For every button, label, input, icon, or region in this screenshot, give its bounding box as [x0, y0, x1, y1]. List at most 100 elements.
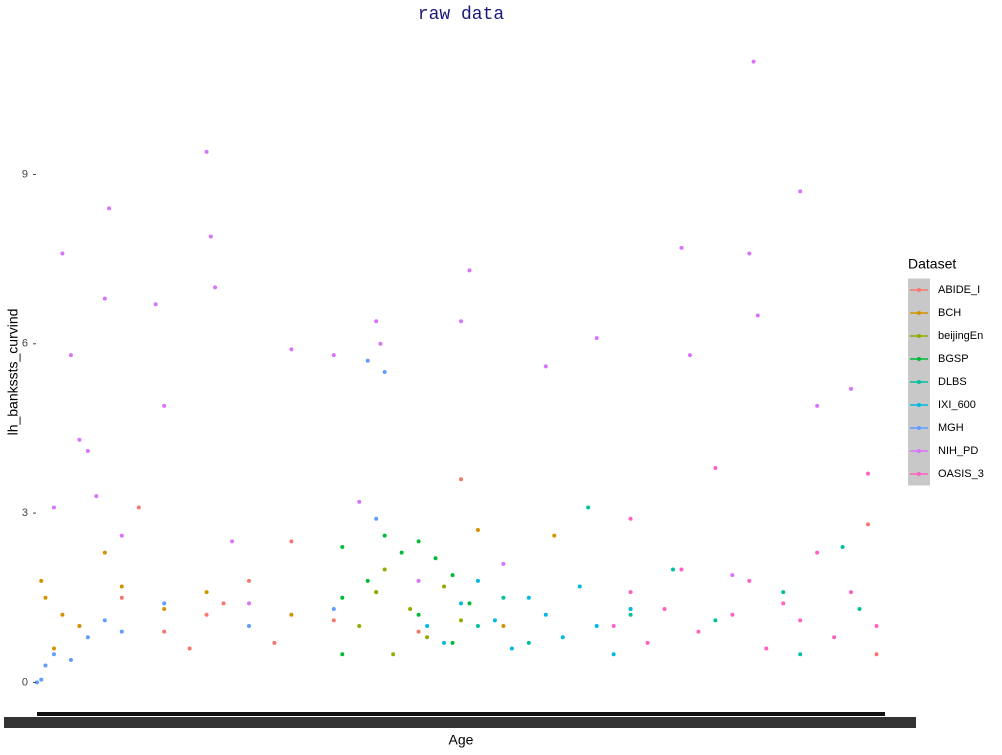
point: [543, 612, 548, 617]
point: [755, 313, 760, 318]
point: [378, 341, 383, 346]
x-tick-labels-overlap: [4, 717, 916, 728]
x-axis-title: Age: [449, 732, 474, 748]
point: [459, 319, 463, 324]
point: [399, 550, 404, 555]
point: [77, 623, 82, 628]
point: [645, 640, 650, 645]
point: [713, 618, 718, 623]
point: [391, 652, 396, 657]
point: [526, 595, 531, 600]
plot-area: [35, 59, 879, 685]
point: [416, 629, 421, 634]
point: [204, 149, 209, 154]
legend-symbol: [917, 334, 921, 338]
point: [849, 590, 854, 595]
point: [594, 623, 599, 628]
point: [450, 640, 455, 645]
legend-label: beijingEn: [938, 330, 983, 342]
y-tick-label: 0: [22, 676, 28, 688]
point: [119, 533, 124, 538]
point: [475, 528, 480, 533]
point: [416, 539, 421, 544]
point: [501, 561, 506, 566]
point: [509, 646, 514, 651]
point: [501, 623, 506, 628]
point: [475, 623, 480, 628]
point: [628, 612, 633, 617]
point: [357, 499, 362, 504]
point: [713, 465, 718, 470]
point: [442, 584, 447, 589]
legend-label: DLBS: [938, 376, 967, 388]
point: [77, 437, 82, 442]
point: [467, 601, 472, 606]
point: [272, 640, 277, 645]
legend-symbol: [917, 311, 921, 315]
point: [866, 522, 871, 527]
point: [68, 657, 73, 662]
point: [107, 206, 112, 211]
point: [425, 635, 430, 640]
point: [374, 319, 379, 324]
legend-label: ABIDE_I: [938, 284, 980, 296]
point: [594, 336, 599, 341]
y-tick-label: 9: [22, 168, 28, 180]
point: [230, 539, 235, 544]
point: [552, 533, 557, 538]
point: [382, 567, 387, 572]
point: [51, 652, 56, 657]
point: [501, 595, 506, 600]
point: [340, 652, 345, 657]
point: [60, 612, 65, 617]
legend-label: OASIS_3: [938, 468, 984, 480]
point: [475, 578, 480, 583]
point: [586, 505, 591, 510]
point: [51, 505, 56, 510]
point: [433, 556, 438, 561]
point: [221, 601, 226, 606]
point: [730, 612, 735, 617]
point: [874, 652, 879, 657]
x-axis-ticks-band: [37, 712, 885, 716]
point: [60, 251, 65, 256]
point: [331, 618, 336, 623]
point: [247, 578, 251, 583]
point: [611, 623, 616, 628]
point: [662, 607, 667, 612]
point: [747, 251, 752, 256]
point: [730, 573, 735, 578]
y-axis-title: lh_bankssts_curvind: [5, 309, 21, 436]
point: [382, 533, 387, 538]
point: [459, 618, 463, 623]
point: [764, 646, 769, 651]
point: [866, 471, 871, 476]
point: [492, 618, 497, 623]
legend-title: Dataset: [908, 256, 956, 272]
point: [51, 646, 56, 651]
point: [187, 646, 192, 651]
point: [119, 629, 124, 634]
point: [857, 607, 862, 612]
point: [815, 550, 820, 555]
legend-symbol: [917, 403, 921, 407]
point: [204, 612, 209, 617]
point: [102, 618, 107, 623]
point: [39, 677, 44, 682]
point: [671, 567, 675, 572]
point: [94, 494, 99, 499]
point: [136, 505, 141, 510]
legend: ABIDE_I BCH beijingEn BGSP DLBS IXI_600 MGH NIH…: [908, 278, 984, 486]
point: [153, 302, 158, 307]
legend-label: MGH: [938, 422, 964, 434]
point: [442, 640, 447, 645]
point: [68, 353, 73, 358]
point: [696, 629, 701, 634]
point: [35, 680, 39, 685]
point: [331, 607, 336, 612]
point: [331, 353, 336, 358]
point: [526, 640, 531, 645]
chart-title: raw data: [418, 5, 505, 25]
point: [577, 584, 582, 589]
point: [408, 607, 413, 612]
